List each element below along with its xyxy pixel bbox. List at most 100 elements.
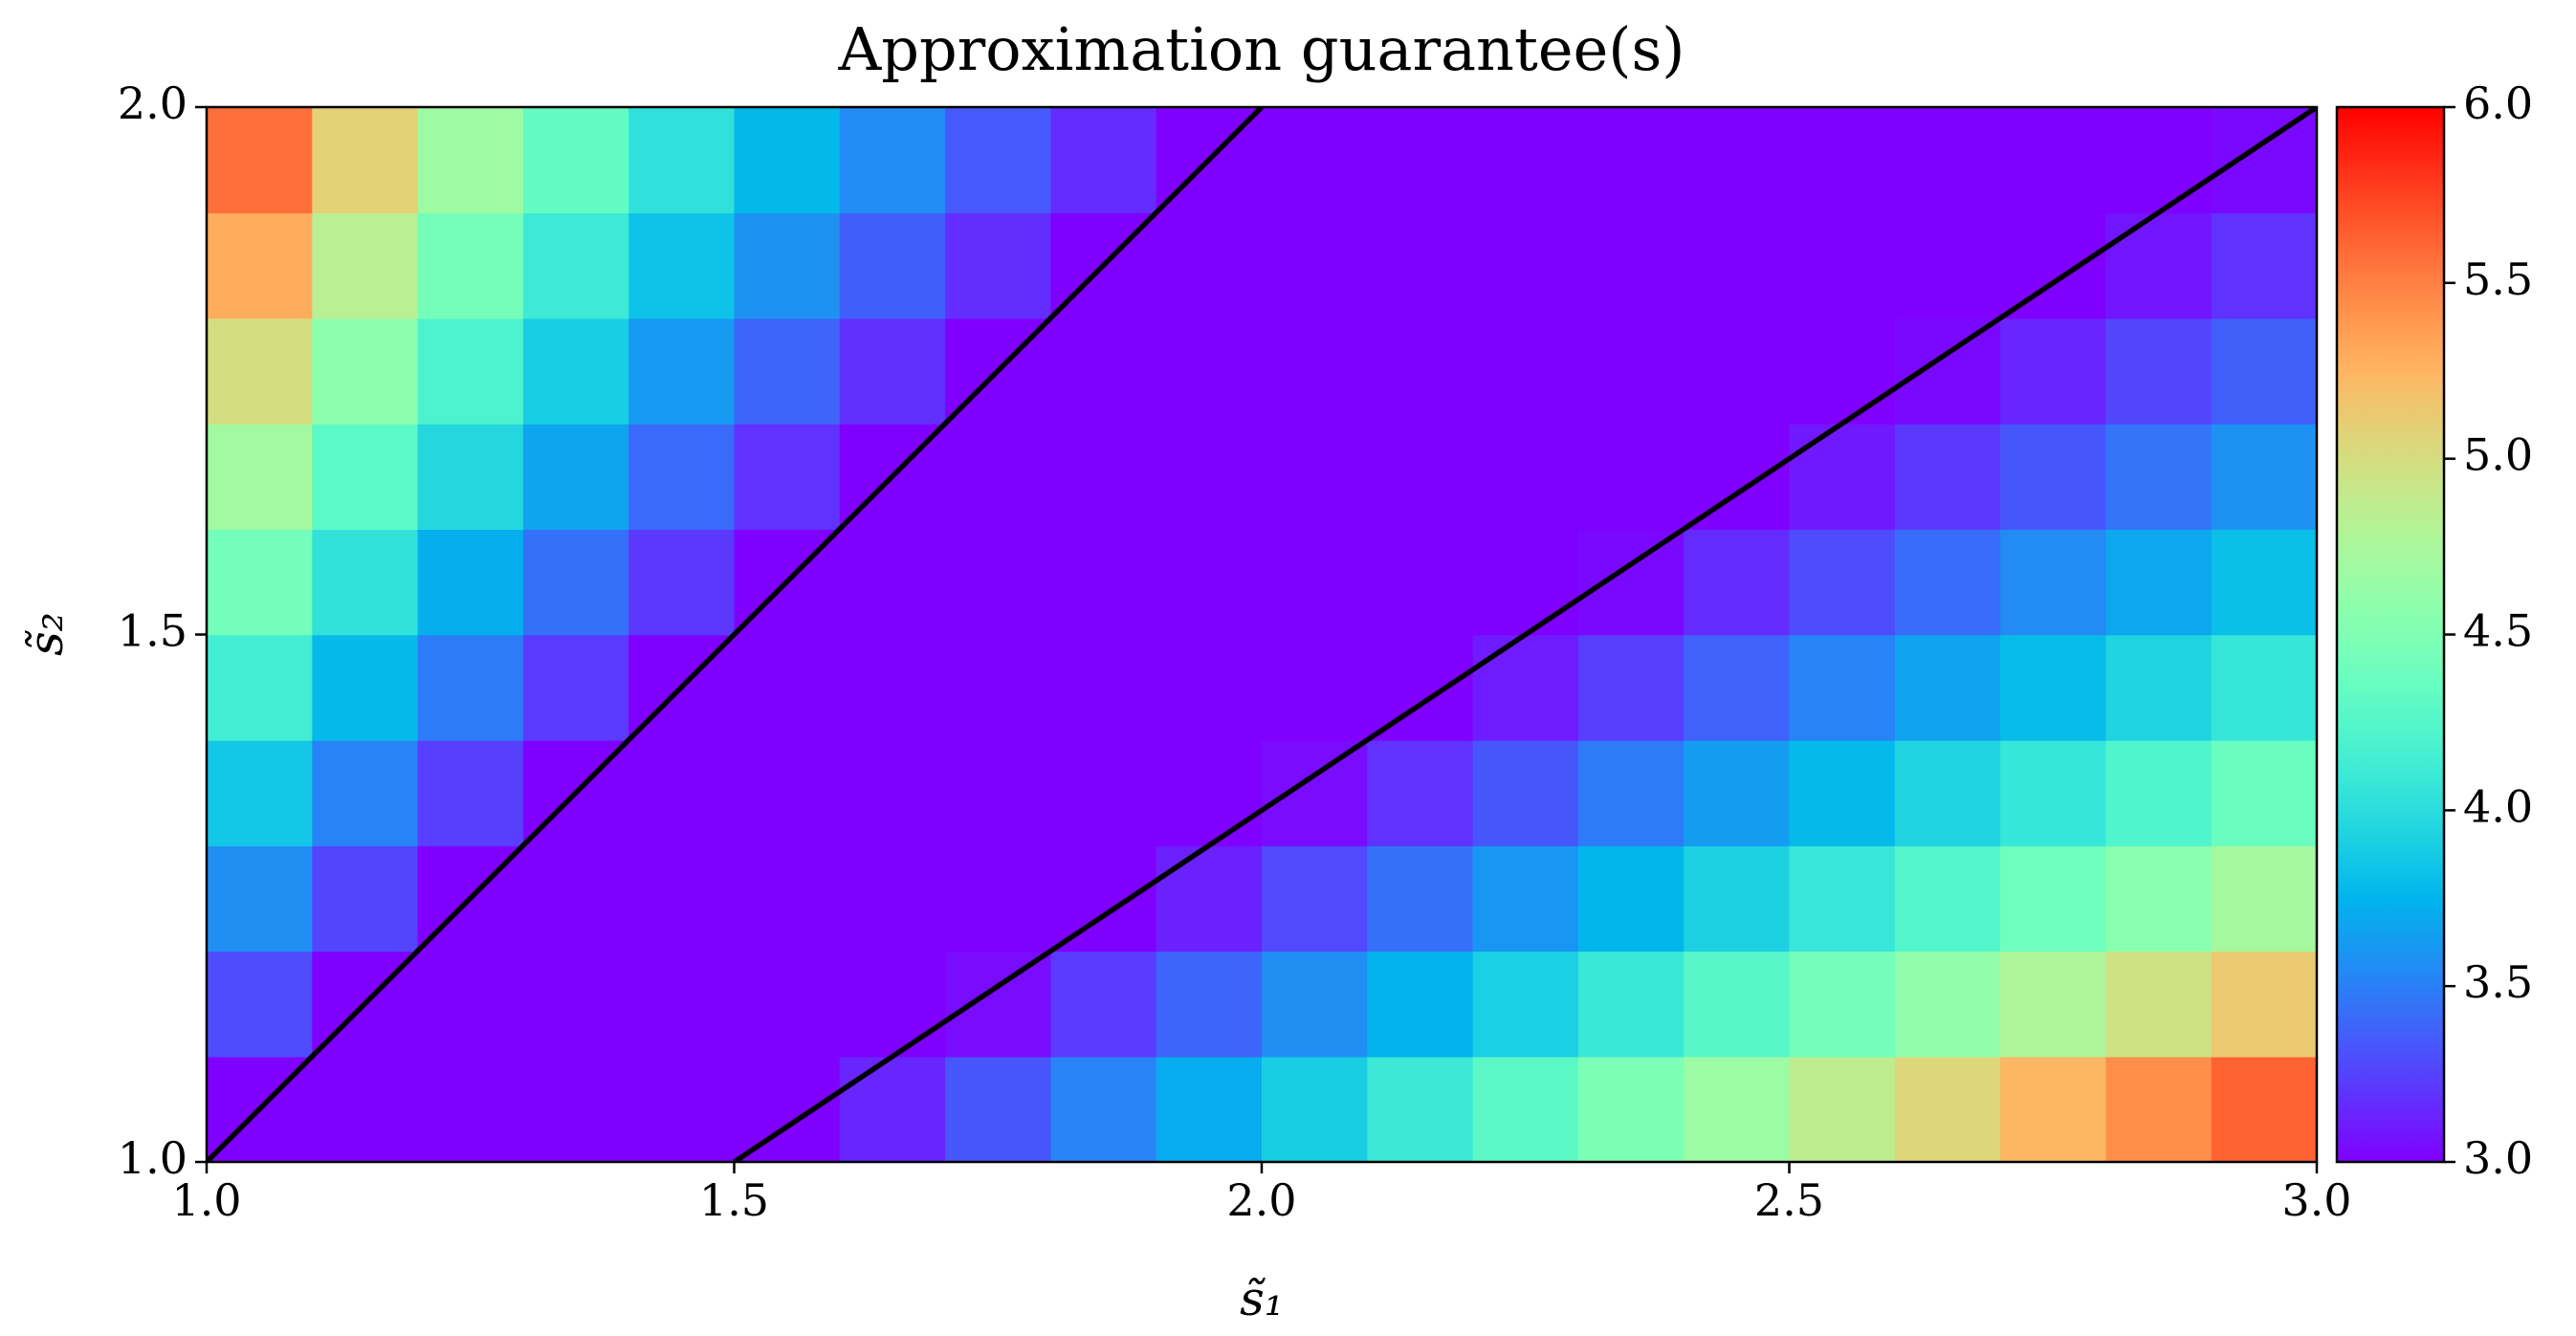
- heatmap-cell: [2211, 951, 2317, 1058]
- heatmap-cell: [1472, 951, 1579, 1058]
- heatmap-cell: [734, 951, 841, 1058]
- heatmap-cell: [1577, 318, 1684, 425]
- y-tick-label: 1.0: [118, 1132, 187, 1184]
- heatmap-cell: [1789, 318, 1896, 425]
- heatmap-cell: [839, 634, 946, 741]
- heatmap-cell: [1894, 529, 2001, 636]
- heatmap-cell: [1789, 845, 1896, 953]
- heatmap-cell: [2000, 529, 2107, 636]
- heatmap-cell: [734, 739, 841, 846]
- x-axis-label: s̃₁: [1240, 1271, 1284, 1326]
- heatmap-cell: [2000, 845, 2107, 953]
- heatmap: [207, 107, 2317, 1162]
- heatmap-cell: [312, 845, 419, 953]
- x-tick-label: 3.0: [2281, 1174, 2351, 1226]
- heatmap-cell: [839, 107, 946, 214]
- heatmap-cell: [1156, 845, 1263, 953]
- heatmap-cell: [628, 107, 736, 214]
- heatmap-cell: [1156, 212, 1263, 319]
- heatmap-cell: [312, 318, 419, 425]
- heatmap-cell: [1684, 107, 1791, 214]
- heatmap-cell: [2000, 1056, 2107, 1162]
- heatmap-cell: [1684, 529, 1791, 636]
- heatmap-cell: [945, 423, 1052, 530]
- heatmap-cell: [1367, 107, 1474, 214]
- heatmap-cell: [1156, 423, 1263, 530]
- heatmap-cell: [1789, 634, 1896, 741]
- heatmap-cell: [2000, 107, 2107, 214]
- heatmap-cell: [1789, 951, 1896, 1058]
- heatmap-cell: [2211, 845, 2317, 953]
- heatmap-cell: [312, 634, 419, 741]
- heatmap-cell: [417, 1056, 524, 1162]
- colorbar-tick-label: 3.5: [2463, 956, 2533, 1008]
- heatmap-cell: [1050, 318, 1157, 425]
- y-tick-label: 1.5: [118, 605, 187, 657]
- heatmap-cell: [1577, 107, 1684, 214]
- heatmap-cell: [2105, 634, 2213, 741]
- heatmap-cell: [1156, 529, 1263, 636]
- heatmap-cell: [2000, 951, 2107, 1058]
- heatmap-cell: [1156, 739, 1263, 846]
- x-tick-label: 1.5: [699, 1174, 769, 1226]
- heatmap-cell: [2105, 1056, 2213, 1162]
- heatmap-cell: [945, 845, 1052, 953]
- heatmap-cell: [734, 634, 841, 741]
- heatmap-cell: [2000, 634, 2107, 741]
- heatmap-cell: [1472, 1056, 1579, 1162]
- heatmap-cell: [1156, 1056, 1263, 1162]
- heatmap-cell: [312, 529, 419, 636]
- heatmap-cell: [1367, 212, 1474, 319]
- heatmap-cell: [734, 318, 841, 425]
- heatmap-cell: [522, 845, 629, 953]
- colorbar-tick-label: 3.0: [2463, 1132, 2533, 1184]
- heatmap-cell: [1050, 423, 1157, 530]
- colorbar-tick-label: 6.0: [2463, 77, 2533, 129]
- heatmap-cell: [1262, 1056, 1369, 1162]
- heatmap-cell: [1789, 423, 1896, 530]
- heatmap-cell: [734, 107, 841, 214]
- heatmap-cell: [1472, 318, 1579, 425]
- heatmap-cell: [1262, 529, 1369, 636]
- x-tick-label: 1.0: [171, 1174, 241, 1226]
- heatmap-cell: [1789, 1056, 1896, 1162]
- heatmap-cell: [2105, 845, 2213, 953]
- heatmap-cell: [628, 423, 736, 530]
- heatmap-cell: [1156, 634, 1263, 741]
- heatmap-cell: [1472, 529, 1579, 636]
- heatmap-cell: [1577, 423, 1684, 530]
- heatmap-cell: [522, 107, 629, 214]
- heatmap-cell: [2211, 212, 2317, 319]
- heatmap-cell: [839, 951, 946, 1058]
- heatmap-cell: [2105, 318, 2213, 425]
- heatmap-cell: [1262, 107, 1369, 214]
- heatmap-cell: [1367, 1056, 1474, 1162]
- heatmap-cell: [1367, 529, 1474, 636]
- heatmap-cell: [945, 529, 1052, 636]
- chart-title: Approximation guarantee(s): [838, 14, 1685, 84]
- heatmap-cell: [1472, 107, 1579, 214]
- heatmap-cell: [1577, 634, 1684, 741]
- heatmap-cell: [312, 739, 419, 846]
- colorbar-tick-label: 5.0: [2463, 429, 2533, 481]
- heatmap-cell: [2211, 423, 2317, 530]
- heatmap-cell: [839, 529, 946, 636]
- heatmap-cell: [1262, 739, 1369, 846]
- heatmap-cell: [1894, 423, 2001, 530]
- heatmap-cell: [734, 423, 841, 530]
- heatmap-cell: [207, 529, 314, 636]
- heatmap-cell: [1262, 951, 1369, 1058]
- heatmap-cell: [522, 951, 629, 1058]
- heatmap-cell: [628, 1056, 736, 1162]
- heatmap-cell: [628, 529, 736, 636]
- heatmap-cell: [522, 529, 629, 636]
- heatmap-cell: [1472, 845, 1579, 953]
- heatmap-cell: [2105, 107, 2213, 214]
- heatmap-cell: [1894, 634, 2001, 741]
- heatmap-cell: [417, 318, 524, 425]
- heatmap-cell: [1684, 845, 1791, 953]
- heatmap-cell: [417, 423, 524, 530]
- heatmap-cell: [1050, 634, 1157, 741]
- heatmap-cell: [1894, 107, 2001, 214]
- colorbar-tick-label: 4.0: [2463, 780, 2533, 832]
